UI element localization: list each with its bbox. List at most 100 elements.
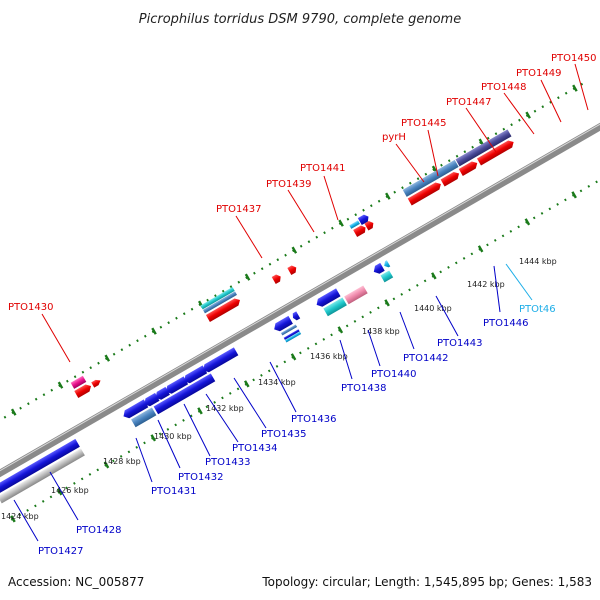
bottom-leader-lines bbox=[13, 265, 501, 542]
label-pto1450[interactable]: PTO1450 bbox=[551, 53, 596, 64]
gene-pto1430b-cds[interactable] bbox=[91, 378, 102, 388]
label-pto1449[interactable]: PTO1449 bbox=[516, 68, 561, 79]
scale-label-1444: 1444 kbp bbox=[519, 257, 557, 266]
gene-pto1443-bar[interactable] bbox=[344, 285, 368, 305]
gene-pto1437-rna-bar[interactable] bbox=[200, 287, 235, 310]
gene-pto1437-cds[interactable] bbox=[205, 297, 242, 322]
bottom-gene-labels: PTO1427 PTO1428 PTO1431 PTO1432 PTO1433 … bbox=[38, 304, 556, 557]
label-pto1445[interactable]: PTO1445 bbox=[401, 118, 446, 129]
gene-pyrh-bar[interactable] bbox=[349, 220, 360, 229]
gene-pto1445-cds[interactable] bbox=[364, 220, 375, 231]
gene-pto1431-bar[interactable] bbox=[131, 407, 157, 428]
major-tick bbox=[104, 354, 111, 362]
gene-pto1447-cds[interactable] bbox=[407, 181, 443, 206]
gene-pto1434-cds[interactable] bbox=[164, 376, 189, 395]
label-pto1436[interactable]: PTO1436 bbox=[291, 414, 336, 425]
label-ptot46[interactable]: PTOt46 bbox=[519, 304, 556, 315]
major-tick bbox=[10, 515, 16, 523]
gene-pto1446-bar[interactable] bbox=[380, 270, 394, 283]
major-tick bbox=[10, 408, 17, 416]
label-pto1430[interactable]: PTO1430 bbox=[8, 302, 53, 313]
label-pto1433[interactable]: PTO1433 bbox=[205, 457, 250, 468]
scale-labels: 1424 kbp 1426 kbp 1428 kbp 1430 kbp 1432… bbox=[1, 257, 557, 521]
gene-pto1439-cds[interactable] bbox=[271, 273, 283, 284]
label-pto1448[interactable]: PTO1448 bbox=[481, 82, 526, 93]
gene-pto1441-cds[interactable] bbox=[287, 264, 298, 275]
gene-pto1445-bar[interactable] bbox=[357, 213, 371, 226]
gene-pto1447-bar[interactable] bbox=[402, 159, 459, 197]
scale-label-1440: 1440 kbp bbox=[414, 304, 452, 313]
gene-pto1431-cds[interactable] bbox=[121, 399, 149, 420]
major-tick bbox=[337, 326, 344, 334]
label-pto1434[interactable]: PTO1434 bbox=[232, 443, 277, 454]
gene-pto1428-bar[interactable] bbox=[0, 448, 85, 504]
top-leader-lines bbox=[41, 63, 589, 363]
label-pto1435[interactable]: PTO1435 bbox=[261, 429, 306, 440]
scale-label-1434: 1434 kbp bbox=[258, 378, 296, 387]
ptot46-leader-line bbox=[505, 263, 533, 301]
lower-tick-row bbox=[10, 158, 600, 521]
major-tick bbox=[338, 219, 344, 227]
scale-label-1432: 1432 kbp bbox=[206, 404, 244, 413]
label-pto1442[interactable]: PTO1442 bbox=[403, 353, 448, 364]
major-tick bbox=[431, 272, 437, 280]
gene-pto1438-bar[interactable] bbox=[280, 324, 298, 336]
major-tick bbox=[150, 434, 157, 442]
major-tick bbox=[197, 407, 203, 415]
gene-pyrh-cds[interactable] bbox=[353, 224, 367, 237]
label-pyrh[interactable]: pyrH bbox=[382, 132, 406, 143]
scale-label-1438: 1438 kbp bbox=[362, 327, 400, 336]
scale-label-1426: 1426 kbp bbox=[51, 486, 89, 495]
label-pto1438[interactable]: PTO1438 bbox=[341, 383, 386, 394]
label-pto1441[interactable]: PTO1441 bbox=[300, 163, 345, 174]
gene-pto1449-bar[interactable] bbox=[455, 129, 512, 167]
major-tick bbox=[384, 299, 390, 307]
gene-pto1442-cds[interactable] bbox=[314, 288, 341, 308]
gene-pto1449-cds[interactable] bbox=[458, 160, 479, 176]
map-title: Picrophilus torridus DSM 9790, complete … bbox=[139, 12, 461, 27]
reverse-strand bbox=[0, 260, 394, 504]
label-pto1432[interactable]: PTO1432 bbox=[178, 472, 223, 483]
gene-pto1433-bar[interactable] bbox=[153, 373, 216, 415]
gene-pto1432-cds[interactable] bbox=[142, 392, 160, 408]
label-pto1427[interactable]: PTO1427 bbox=[38, 546, 83, 557]
major-ticks bbox=[10, 84, 578, 523]
genome-backbone bbox=[0, 116, 600, 484]
gene-pto1442-bar[interactable] bbox=[323, 297, 347, 317]
label-pto1437[interactable]: PTO1437 bbox=[216, 204, 261, 215]
major-tick bbox=[385, 192, 391, 200]
major-tick bbox=[524, 218, 531, 226]
gene-pto1427-cds[interactable] bbox=[0, 438, 80, 495]
gene-pto1435-cds[interactable] bbox=[182, 365, 208, 385]
gene-pto1430-bar[interactable] bbox=[70, 375, 87, 389]
major-tick bbox=[477, 245, 484, 253]
label-pto1439[interactable]: PTO1439 bbox=[266, 179, 311, 190]
gene-pto1440-cds[interactable] bbox=[291, 311, 301, 321]
gene-pto1436-cds[interactable] bbox=[201, 347, 239, 374]
gene-pto1438-cds[interactable] bbox=[272, 315, 293, 333]
genome-summary-text: Topology: circular; Length: 1,545,895 bp… bbox=[261, 575, 592, 589]
label-pto1447[interactable]: PTO1447 bbox=[446, 97, 491, 108]
major-tick bbox=[571, 191, 577, 199]
scale-label-1436: 1436 kbp bbox=[310, 352, 348, 361]
label-pto1428[interactable]: PTO1428 bbox=[76, 525, 121, 536]
gene-pto1450-cds[interactable] bbox=[476, 139, 516, 166]
scale-label-1428: 1428 kbp bbox=[103, 457, 141, 466]
label-pto1446[interactable]: PTO1446 bbox=[483, 318, 528, 329]
top-gene-labels: PTO1430 PTO1437 PTO1439 PTO1441 pyrH PTO… bbox=[8, 53, 596, 313]
major-tick bbox=[56, 488, 63, 496]
gene-pto1430-cds[interactable] bbox=[74, 383, 93, 398]
label-pto1431[interactable]: PTO1431 bbox=[151, 486, 196, 497]
accession-text: Accession: NC_005877 bbox=[8, 575, 144, 589]
gene-pto1448-cds[interactable] bbox=[440, 170, 461, 187]
ptot46-rna[interactable] bbox=[382, 260, 391, 269]
sequence-track bbox=[0, 79, 600, 523]
label-pto1440[interactable]: PTO1440 bbox=[371, 369, 416, 380]
forward-strand bbox=[70, 129, 516, 398]
scale-label-1424: 1424 kbp bbox=[1, 512, 39, 521]
gene-pto1446-cds[interactable] bbox=[372, 262, 385, 276]
gene-pto1437-bar[interactable] bbox=[202, 291, 237, 314]
label-pto1443[interactable]: PTO1443 bbox=[437, 338, 482, 349]
major-tick bbox=[290, 353, 297, 361]
